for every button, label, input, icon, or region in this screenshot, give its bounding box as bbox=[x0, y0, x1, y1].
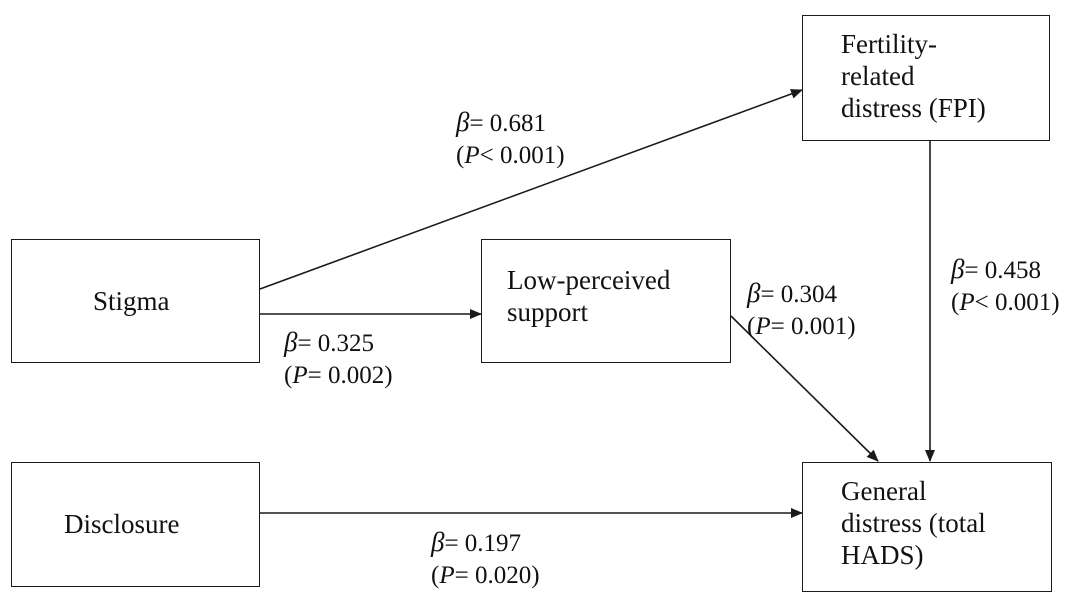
beta-value: = 0.197 bbox=[444, 530, 522, 557]
p-open-paren: ( bbox=[747, 313, 756, 340]
beta-value: = 0.325 bbox=[297, 330, 375, 357]
p-symbol: P bbox=[959, 289, 975, 316]
p-open-paren: ( bbox=[284, 362, 293, 389]
node-fertility-distress-fpi: Fertility- related distress (FPI) bbox=[802, 15, 1050, 141]
node-general-distress-label: General distress (total HADS) bbox=[841, 476, 986, 570]
node-disclosure: Disclosure bbox=[11, 462, 260, 587]
beta-symbol: β bbox=[747, 278, 761, 308]
p-symbol: P bbox=[755, 313, 771, 340]
coef-stigma-fpi: β= 0.681 (P< 0.001) bbox=[456, 106, 565, 172]
p-open-paren: ( bbox=[431, 562, 440, 589]
beta-symbol: β bbox=[284, 327, 298, 357]
node-fertility-distress-label: Fertility- related distress (FPI) bbox=[841, 29, 986, 123]
node-general-distress-hads: General distress (total HADS) bbox=[802, 462, 1052, 592]
node-low-perceived-support: Low-perceived support bbox=[481, 239, 731, 363]
p-value: = 0.020) bbox=[454, 562, 540, 589]
node-stigma-label: Stigma bbox=[93, 286, 170, 316]
p-value: < 0.001) bbox=[479, 142, 565, 169]
p-symbol: P bbox=[292, 362, 308, 389]
coef-stigma-support: β= 0.325 (P= 0.002) bbox=[284, 326, 393, 392]
node-stigma: Stigma bbox=[11, 239, 260, 363]
p-value: < 0.001) bbox=[974, 289, 1060, 316]
p-symbol: P bbox=[439, 562, 455, 589]
beta-value: = 0.304 bbox=[760, 281, 838, 308]
p-open-paren: ( bbox=[456, 142, 465, 169]
coef-disclosure-hads: β= 0.197 (P= 0.020) bbox=[431, 526, 540, 592]
p-symbol: P bbox=[464, 142, 480, 169]
p-open-paren: ( bbox=[951, 289, 960, 316]
beta-symbol: β bbox=[456, 107, 470, 137]
arrow-stigma-to-fpi bbox=[259, 89, 803, 290]
coef-fpi-hads: β= 0.458 (P< 0.001) bbox=[951, 253, 1060, 319]
beta-symbol: β bbox=[431, 527, 445, 557]
p-value: = 0.001) bbox=[770, 313, 856, 340]
node-low-perceived-support-label: Low-perceived support bbox=[507, 265, 671, 327]
beta-value: = 0.458 bbox=[964, 257, 1042, 284]
beta-value: = 0.681 bbox=[469, 110, 547, 137]
node-disclosure-label: Disclosure bbox=[64, 509, 180, 539]
p-value: = 0.002) bbox=[307, 362, 393, 389]
arrow-support-to-hads bbox=[730, 315, 879, 462]
beta-symbol: β bbox=[951, 254, 965, 284]
coef-support-hads: β= 0.304 (P= 0.001) bbox=[747, 277, 856, 343]
